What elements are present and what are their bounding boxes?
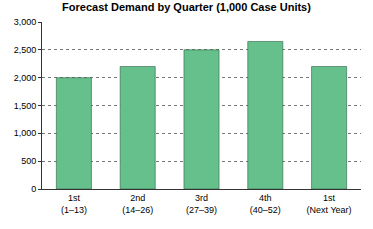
svg-text:0: 0 <box>31 184 36 194</box>
svg-text:2,000: 2,000 <box>14 73 37 83</box>
svg-text:4th(40–52): 4th(40–52) <box>250 193 281 215</box>
svg-text:Forecast Demand by Quarter (1,: Forecast Demand by Quarter (1,000 Case U… <box>62 1 311 13</box>
svg-text:500: 500 <box>21 156 36 166</box>
svg-text:1,500: 1,500 <box>14 101 37 111</box>
svg-text:2nd(14–26): 2nd(14–26) <box>122 193 153 215</box>
svg-text:2,500: 2,500 <box>14 45 37 55</box>
svg-text:1st(Next Year): 1st(Next Year) <box>307 193 352 215</box>
svg-text:1,000: 1,000 <box>14 128 37 138</box>
svg-text:3,000: 3,000 <box>14 17 37 27</box>
svg-text:1st(1–13): 1st(1–13) <box>61 193 87 215</box>
svg-text:3rd(27–39): 3rd(27–39) <box>186 193 217 215</box>
